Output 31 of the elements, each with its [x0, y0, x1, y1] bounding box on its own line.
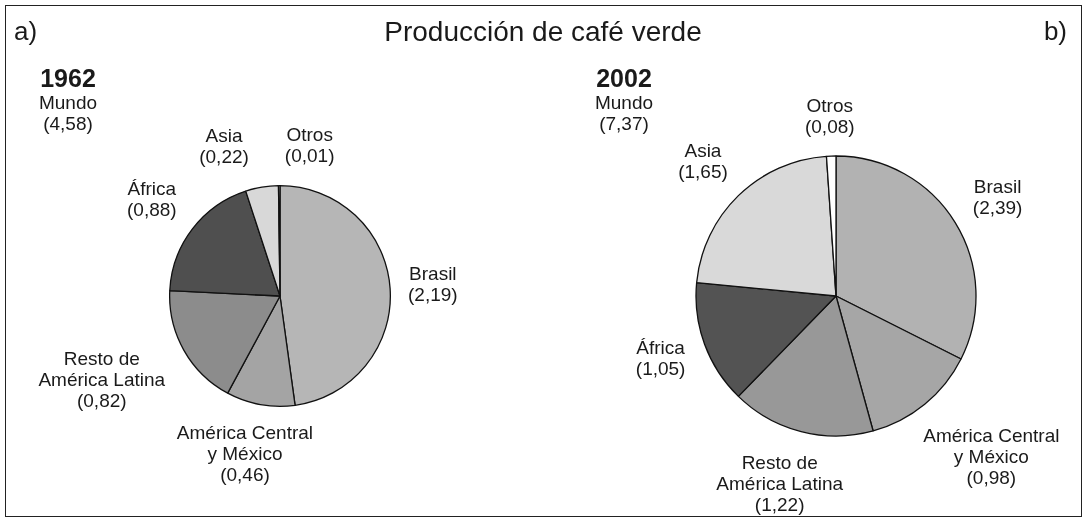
slice-label: África [127, 178, 177, 200]
data-label: (0,88) [127, 199, 177, 221]
text: a) [14, 16, 38, 46]
data-label: (1,05) [635, 357, 686, 379]
chart-subtitle: Mundo (4,58) [38, 92, 98, 134]
data-label: (1,22) [754, 493, 805, 515]
slice-label: Resto de América Latina [38, 348, 166, 391]
data-label: (2,39) [972, 197, 1023, 219]
slice-label: Brasil [973, 176, 1022, 198]
data-label: (0,82) [76, 390, 127, 412]
text: b) [1043, 16, 1067, 46]
slice-label: África [636, 336, 686, 358]
data-label: (2,19) [408, 284, 458, 306]
slice-label: Asia [205, 125, 243, 147]
chart-title: 2002 [596, 64, 652, 92]
data-label: (0,22) [199, 146, 249, 168]
slice-label: América Central y México [176, 421, 314, 464]
data-label: (0,08) [804, 115, 855, 137]
data-label: (0,98) [966, 466, 1017, 488]
chart-title: 1962 [40, 64, 96, 92]
slice-label: América Central y México [923, 424, 1060, 467]
data-label: (0,01) [284, 145, 335, 167]
data-label: (1,65) [678, 160, 728, 182]
slice-label: Otros [806, 94, 853, 116]
data-label: (0,46) [220, 463, 270, 485]
slice-label: Otros [286, 124, 333, 146]
slice-label: Brasil [409, 263, 457, 285]
chart-subtitle: Mundo (7,37) [594, 92, 654, 134]
slice-label: Resto de América Latina [716, 451, 844, 494]
slice-label: Asia [684, 139, 722, 161]
text: Producción de café verde [384, 16, 702, 47]
